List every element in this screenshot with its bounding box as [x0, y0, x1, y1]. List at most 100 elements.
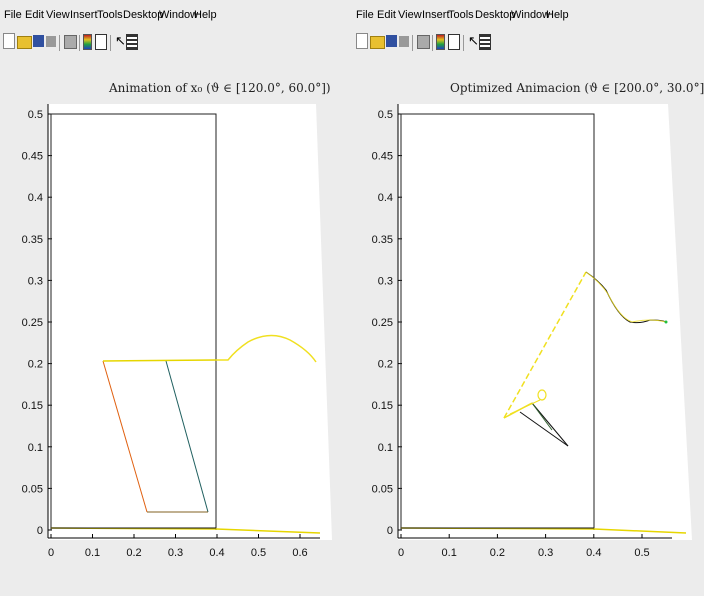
insert-icon[interactable]	[126, 34, 138, 50]
x-tick-label: 0	[48, 547, 54, 559]
save-icon[interactable]	[33, 35, 44, 47]
y-tick-label: 0.5	[28, 109, 43, 121]
y-tick-labels: 0 0.05 0.1 0.15 0.2 0.25 0.3 0.35 0.4 0.45 0.5	[22, 109, 52, 537]
y-tick-label: 0	[37, 525, 43, 537]
y-tick-label: 0.5	[378, 109, 393, 121]
plot-title: Optimized Animacion (ϑ ∈ [200.0°, 30.0°]…	[450, 81, 704, 95]
y-tick-label: 0.35	[372, 234, 393, 246]
axes-background	[48, 104, 332, 540]
link-black-2	[531, 402, 553, 431]
y-tick-label: 0.2	[28, 359, 43, 371]
print-icon[interactable]	[399, 36, 409, 47]
menu-help[interactable]: Help	[194, 9, 217, 21]
x-tick-label: 0.5	[251, 547, 266, 559]
print-preview-icon[interactable]	[417, 35, 430, 49]
body-top-edge	[102, 359, 217, 362]
menu-desktop[interactable]: Desktop	[475, 9, 516, 21]
y-tick-label: 0.4	[378, 192, 393, 204]
trajectory-curve-yellow	[585, 271, 667, 323]
x-tick-label: 0.5	[634, 547, 649, 559]
y-tick-label: 0.05	[22, 483, 43, 495]
menu-insert[interactable]: Insert	[422, 9, 450, 21]
y-tick-label: 0.45	[22, 151, 43, 163]
toolbar-separator	[412, 35, 413, 51]
y-tick-label: 0.35	[22, 234, 43, 246]
left-axes: 0 0.05 0.1 0.15 0.2 0.25 0.3 0.35 0.4 0.45 0.5 0 0.…	[22, 104, 332, 559]
pointer-icon[interactable]: ↖	[468, 33, 479, 48]
toolbar-separator	[79, 35, 80, 51]
body-edge-orange	[102, 360, 148, 513]
toolbar-separator	[110, 35, 111, 51]
open-folder-icon[interactable]	[370, 36, 385, 49]
x-tick-label: 0.4	[209, 547, 224, 559]
menu-view[interactable]: View	[46, 9, 70, 21]
menu-file[interactable]: File	[356, 9, 374, 21]
y-tick-label: 0.25	[372, 317, 393, 329]
enclosure-outline	[50, 113, 217, 530]
body-edge-teal	[165, 360, 209, 513]
y-tick-label: 0.15	[372, 400, 393, 412]
menu-file[interactable]: File	[4, 9, 22, 21]
link-yellow-mid	[509, 399, 541, 415]
y-tick-label: 0.4	[28, 192, 43, 204]
y-tick-label: 0.15	[22, 400, 43, 412]
colorbar-icon[interactable]	[83, 34, 92, 50]
toolbar-separator	[59, 35, 60, 51]
x-tick-label: 0.1	[85, 547, 100, 559]
y-tick-label: 0.25	[22, 317, 43, 329]
menu-desktop[interactable]: Desktop	[123, 9, 164, 21]
x-tick-label: 0.1	[442, 547, 457, 559]
new-file-icon[interactable]	[356, 33, 368, 49]
open-folder-icon[interactable]	[17, 36, 32, 49]
x-tick-label: 0.3	[538, 547, 553, 559]
y-tick-label: 0	[387, 525, 393, 537]
menu-edit[interactable]: Edit	[377, 9, 396, 21]
x-tick-label: 0.4	[586, 547, 601, 559]
new-file-icon[interactable]	[3, 33, 15, 49]
x-tick-labels: 0 0.1 0.2 0.3 0.4 0.5 0.6	[48, 534, 308, 559]
print-icon[interactable]	[46, 36, 56, 47]
menu-tools[interactable]: Tools	[448, 9, 474, 21]
colorbar-icon[interactable]	[436, 34, 445, 50]
menu-tools[interactable]: Tools	[97, 9, 123, 21]
x-tick-label: 0	[398, 547, 404, 559]
y-tick-label: 0.05	[372, 483, 393, 495]
link-yellow-long	[503, 271, 587, 419]
x-tick-labels: 0 0.1 0.2 0.3 0.4 0.5	[398, 534, 650, 559]
y-tick-label: 0.45	[372, 151, 393, 163]
y-tick-label: 0.3	[28, 275, 43, 287]
y-tick-labels: 0 0.05 0.1 0.15 0.2 0.25 0.3 0.35 0.4 0.45 0.5	[372, 109, 402, 537]
print-preview-icon[interactable]	[64, 35, 77, 49]
menu-insert[interactable]: Insert	[70, 9, 98, 21]
insert-icon[interactable]	[479, 34, 491, 50]
x-tick-label: 0.2	[490, 547, 505, 559]
legend-icon[interactable]	[95, 34, 107, 50]
enclosure-outline	[400, 113, 595, 530]
menu-help[interactable]: Help	[546, 9, 569, 21]
link-black-3	[519, 411, 569, 447]
menu-edit[interactable]: Edit	[25, 9, 44, 21]
right-axes: 0 0.05 0.1 0.15 0.2 0.25 0.3 0.35 0.4 0.45 0.5 0 0.…	[372, 104, 692, 559]
pointer-icon[interactable]: ↖	[115, 33, 126, 48]
menu-window[interactable]: Window	[159, 9, 199, 21]
joint-marker	[537, 389, 547, 401]
y-tick-label: 0.1	[378, 442, 393, 454]
toolbar-separator	[432, 35, 433, 51]
trajectory-curve	[216, 334, 317, 363]
menu-window[interactable]: Window	[511, 9, 551, 21]
y-tick-label: 0.1	[28, 442, 43, 454]
y-tick-label: 0.3	[378, 275, 393, 287]
legend-icon[interactable]	[448, 34, 460, 50]
x-tick-label: 0.2	[126, 547, 141, 559]
save-icon[interactable]	[386, 35, 397, 47]
y-tick-label: 0.2	[378, 359, 393, 371]
plot-title: Animation of x₀ (ϑ ∈ [120.0°, 60.0°])	[109, 81, 331, 95]
link-black-1	[531, 402, 569, 447]
menu-view[interactable]: View	[398, 9, 422, 21]
end-marker	[664, 320, 668, 324]
toolbar-separator	[463, 35, 464, 51]
x-tick-label: 0.3	[168, 547, 183, 559]
axes-background	[398, 104, 692, 540]
x-tick-label: 0.6	[292, 547, 307, 559]
